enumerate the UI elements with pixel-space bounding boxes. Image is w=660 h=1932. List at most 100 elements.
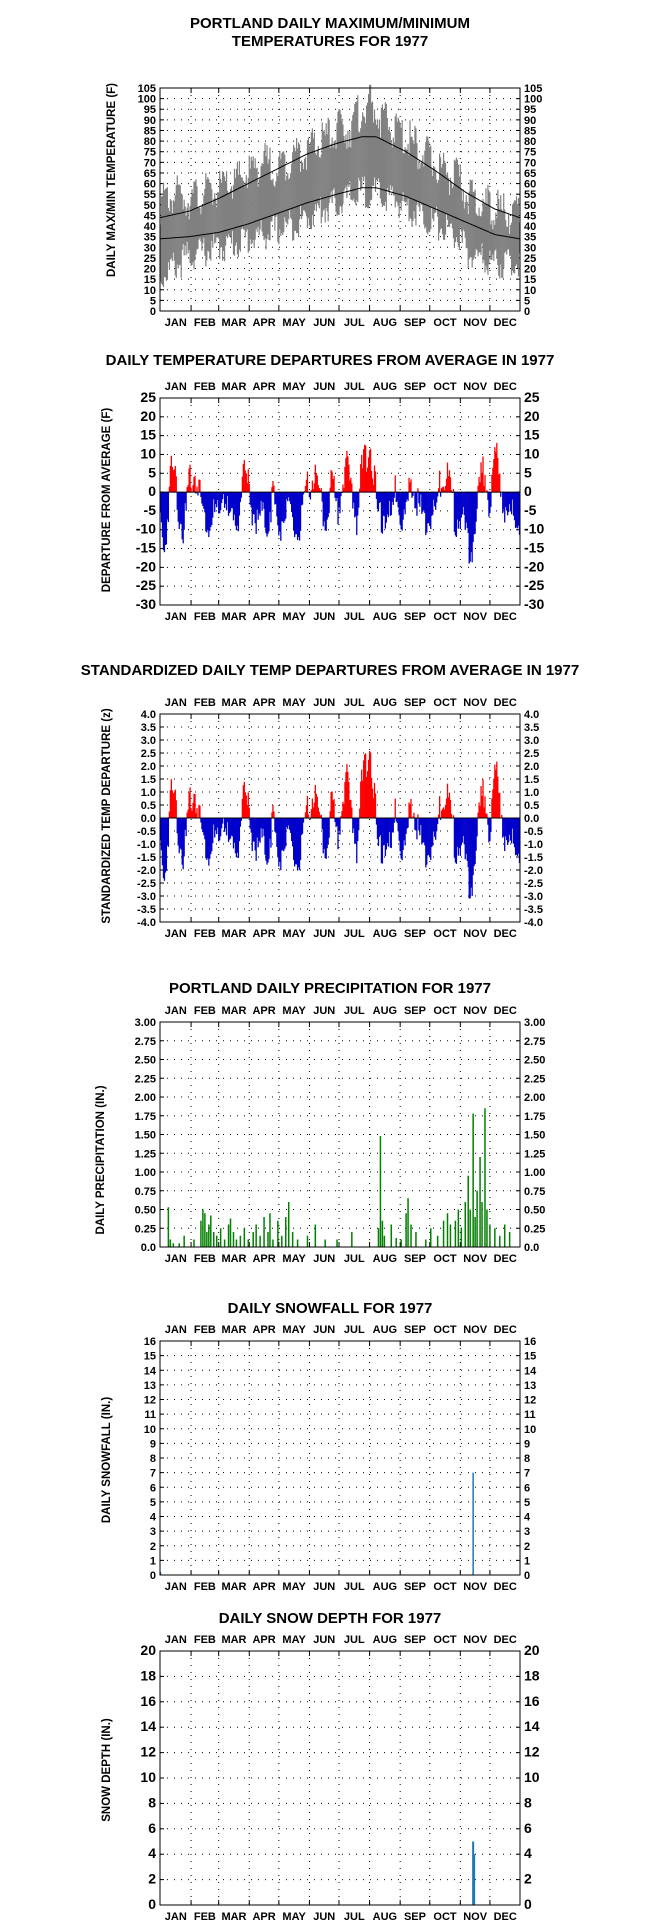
y-tick-label-right: 14 xyxy=(524,1718,540,1734)
y-tick-label-left: 0 xyxy=(150,1570,156,1582)
y-tick-label-left: 0 xyxy=(148,1896,156,1912)
month-label-top: APR xyxy=(252,1324,275,1336)
month-label-bottom: AUG xyxy=(373,1911,397,1923)
y-tick-label-left: 65 xyxy=(144,168,156,180)
y-tick-label-left: -2.0 xyxy=(137,865,156,877)
month-label-bottom: MAY xyxy=(282,928,306,940)
month-label-top: JAN xyxy=(165,697,187,709)
month-label-top: AUG xyxy=(373,1005,397,1017)
temperature-chart: PORTLAND DAILY MAXIMUM/MINIMUM TEMPERATU… xyxy=(106,15,542,329)
month-label-top: JUL xyxy=(344,1324,365,1336)
y-tick-label-right: 2.00 xyxy=(524,1092,545,1104)
month-label-bottom: MAR xyxy=(221,611,246,623)
month-label-top: AUG xyxy=(373,1634,397,1646)
month-label-top: OCT xyxy=(433,1005,457,1017)
month-label-bottom: OCT xyxy=(433,317,457,329)
y-tick-label-right: 1.5 xyxy=(524,774,539,786)
month-label-bottom: MAR xyxy=(221,928,246,940)
y-tick-label-right: 0 xyxy=(524,306,530,318)
y-tick-label-left: 25 xyxy=(144,253,156,265)
y-tick-label-right: 12 xyxy=(524,1395,536,1407)
month-label-top: OCT xyxy=(433,697,457,709)
y-tick-label-left: 0.50 xyxy=(135,1205,156,1217)
month-label-bottom: AUG xyxy=(373,611,397,623)
month-label-bottom: MAY xyxy=(282,1911,306,1923)
normal-max-line xyxy=(160,136,520,219)
month-label-top: SEP xyxy=(404,1324,426,1336)
month-label-bottom: APR xyxy=(252,1253,275,1265)
snowfall-chart: DAILY SNOWFALL FOR 1977 DAILY SNOWFALL (… xyxy=(101,1300,537,1593)
month-label-top: FEB xyxy=(194,1634,216,1646)
chart-title: PORTLAND DAILY MAXIMUM/MINIMUM xyxy=(190,15,470,32)
y-axis-label: DAILY MAX/MIN TEMPERATURE (F) xyxy=(106,83,118,277)
month-label-bottom: MAR xyxy=(221,317,246,329)
month-label-top: APR xyxy=(252,1005,275,1017)
y-tick-label-left: -0.5 xyxy=(137,826,156,838)
y-tick-label-right: 4 xyxy=(524,1845,532,1861)
y-tick-label-right: -15 xyxy=(524,540,544,556)
y-tick-label-right: 45 xyxy=(524,210,536,222)
y-tick-label-left: 11 xyxy=(144,1409,156,1421)
month-label-top: JUN xyxy=(313,697,335,709)
month-label-bottom: JUL xyxy=(344,317,365,329)
month-label-bottom: MAR xyxy=(221,1253,246,1265)
y-tick-label-left: 50 xyxy=(144,200,156,212)
y-tick-label-right: 30 xyxy=(524,242,536,254)
month-label-top: MAR xyxy=(221,381,246,393)
y-tick-label-left: 2.50 xyxy=(135,1055,156,1067)
month-label-top: JUL xyxy=(344,1005,365,1017)
chart-title-line2: TEMPERATURES FOR 1977 xyxy=(232,33,428,50)
y-tick-label-right: 70 xyxy=(524,157,536,169)
y-tick-label-right: 25 xyxy=(524,389,540,405)
y-tick-label-right: 0.0 xyxy=(524,1242,539,1254)
month-label-top: JUL xyxy=(344,381,365,393)
y-tick-label-left: 95 xyxy=(144,104,156,116)
y-tick-label-left: 75 xyxy=(144,147,156,159)
y-tick-label-left: 6 xyxy=(150,1482,156,1494)
month-label-top: MAY xyxy=(282,1005,306,1017)
month-label-bottom: MAY xyxy=(282,317,306,329)
snow-depth-chart: DAILY SNOW DEPTH FOR 1977 SNOW DEPTH (IN… xyxy=(101,1610,540,1923)
month-label-top: FEB xyxy=(194,381,216,393)
month-label-bottom: NOV xyxy=(463,1581,488,1593)
y-tick-label-right: 0.5 xyxy=(524,800,539,812)
month-label-bottom: DEC xyxy=(494,317,517,329)
month-label-top: JUN xyxy=(313,1634,335,1646)
month-label-top: OCT xyxy=(433,1634,457,1646)
month-label-bottom: DEC xyxy=(494,1911,517,1923)
chart-title: DAILY TEMPERATURE DEPARTURES FROM AVERAG… xyxy=(106,352,555,369)
y-tick-label-right: 0 xyxy=(524,483,532,499)
precipitation-chart: PORTLAND DAILY PRECIPITATION FOR 1977 DA… xyxy=(95,980,545,1265)
month-label-top: FEB xyxy=(194,1324,216,1336)
daily-bars xyxy=(472,1841,476,1905)
month-label-top: APR xyxy=(252,1634,275,1646)
y-tick-label-right: 100 xyxy=(524,94,542,106)
y-tick-label-left: 90 xyxy=(144,115,156,127)
departure-bars xyxy=(159,751,521,899)
y-tick-label-right: 10 xyxy=(524,285,536,297)
month-label-bottom: JUN xyxy=(313,1253,335,1265)
month-label-top: MAY xyxy=(282,1634,306,1646)
y-tick-label-right: 20 xyxy=(524,408,540,424)
y-tick-label-right: 1.00 xyxy=(524,1167,545,1179)
y-tick-label-left: 2.5 xyxy=(141,748,156,760)
y-tick-label-left: 0.5 xyxy=(141,800,156,812)
y-tick-label-left: 40 xyxy=(144,221,156,233)
month-label-top: JUL xyxy=(344,1634,365,1646)
plot-frame xyxy=(159,1650,521,1906)
month-label-bottom: APR xyxy=(252,611,275,623)
month-label-top: DEC xyxy=(494,381,517,393)
month-label-bottom: JUL xyxy=(344,928,365,940)
y-tick-label-left: 15 xyxy=(144,1351,156,1363)
y-tick-label-right: 60 xyxy=(524,179,536,191)
chart-title: DAILY SNOWFALL FOR 1977 xyxy=(228,1300,433,1317)
y-tick-label-left: 16 xyxy=(140,1693,156,1709)
y-tick-label-right: 1.50 xyxy=(524,1130,545,1142)
month-label-top: SEP xyxy=(404,697,426,709)
y-tick-label-right: -10 xyxy=(524,521,544,537)
month-label-bottom: FEB xyxy=(194,1581,216,1593)
y-tick-label-right: 75 xyxy=(524,147,536,159)
month-label-bottom: NOV xyxy=(463,317,488,329)
y-tick-label-left: -30 xyxy=(136,596,156,612)
month-label-top: APR xyxy=(252,697,275,709)
